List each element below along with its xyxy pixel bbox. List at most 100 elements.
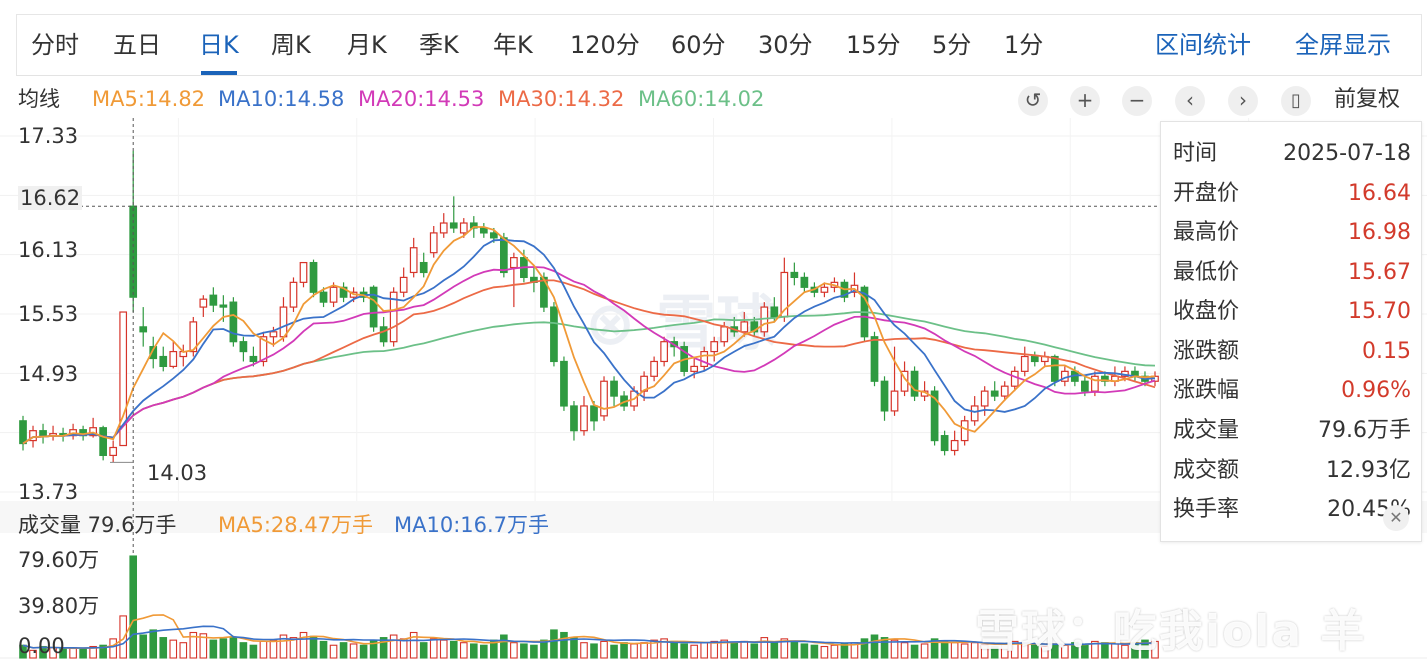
volume-bar (249, 644, 258, 659)
volume-bar (570, 637, 578, 659)
volume-bar (940, 640, 949, 659)
fullscreen-button[interactable]: 全屏显示 (1295, 31, 1391, 59)
tab-five-day[interactable]: 五日 (113, 31, 161, 59)
tab-5min[interactable]: 5分 (932, 31, 972, 59)
volume-bar (1030, 644, 1039, 659)
volume-bar (329, 644, 338, 659)
candle-body (139, 326, 148, 333)
volume-bar (760, 637, 769, 659)
zoom-out-icon[interactable]: − (1122, 86, 1152, 116)
info-row: 最高价 16.98 (1173, 220, 1411, 245)
price-tick: 15.53 (18, 302, 79, 326)
scroll-right-icon[interactable]: › (1228, 86, 1258, 116)
price-tick: 14.93 (18, 362, 79, 386)
info-row: 成交额 12.93亿 (1173, 458, 1411, 483)
volume-bar (620, 642, 628, 659)
candle-body (309, 261, 318, 293)
candle-body (990, 390, 999, 397)
volume-bar (480, 644, 488, 659)
candle-body (19, 420, 27, 445)
candle-body (960, 420, 969, 442)
candle-body (329, 286, 338, 303)
candle-body (159, 355, 168, 368)
range-stats-button[interactable]: 区间统计 (1155, 31, 1251, 59)
volume-bar (600, 640, 608, 659)
volume-bar (189, 631, 198, 659)
candle-body (459, 222, 468, 234)
candle-body (319, 291, 328, 303)
volume-ma10: MA10:16.7万手 (394, 513, 550, 537)
tab-daily-k[interactable]: 日K (199, 15, 239, 75)
candle-body (409, 247, 418, 274)
ma60-value: MA60:14.02 (638, 87, 765, 111)
tab-quarterly-k[interactable]: 季K (419, 31, 459, 59)
candle-body (219, 304, 228, 308)
volume-bar (89, 645, 97, 659)
tab-1min[interactable]: 1分 (1004, 31, 1044, 59)
candle-body (720, 326, 729, 343)
scroll-left-icon[interactable]: ‹ (1175, 86, 1205, 116)
volume-bar (860, 638, 869, 659)
ma10-line (22, 238, 1156, 445)
volume-bar (890, 639, 899, 659)
ma20-value: MA20:14.53 (358, 87, 485, 111)
candle-body (610, 380, 618, 397)
candle-type-icon[interactable]: ▯ (1281, 86, 1311, 116)
adjust-type-button[interactable]: 前复权 (1334, 87, 1401, 112)
volume-bar (1141, 639, 1149, 659)
volume-bar (439, 639, 448, 659)
volume-bar (650, 639, 658, 659)
volume-bar (960, 643, 969, 659)
tab-15min[interactable]: 15分 (846, 31, 901, 59)
volume-bar (670, 640, 678, 659)
volume-bar (299, 631, 308, 659)
volume-bar (880, 637, 889, 659)
volume-bar (209, 639, 218, 659)
tab-yearly-k[interactable]: 年K (493, 31, 533, 59)
tab-weekly-k[interactable]: 周K (271, 31, 311, 59)
volume-bar (530, 644, 538, 659)
info-row: 涨跌幅 0.96% (1173, 378, 1411, 403)
user-watermark: 雪球：吃我iola 羊 (975, 606, 1367, 657)
tab-monthly-k[interactable]: 月K (347, 31, 387, 59)
tab-120min[interactable]: 120分 (570, 31, 640, 59)
price-tick: 16.13 (18, 238, 79, 262)
candle-body (439, 222, 448, 234)
volume-bar (740, 640, 749, 659)
volume-bar (359, 644, 368, 659)
volume-bar (319, 640, 328, 659)
close-icon[interactable]: ✕ (1383, 505, 1409, 531)
undo-icon[interactable]: ↺ (1018, 86, 1048, 116)
candle-body (229, 301, 238, 343)
candle-body (540, 276, 548, 308)
candle-body (1020, 355, 1029, 372)
info-row: 时间 2025-07-18 (1173, 141, 1411, 166)
candle-body (710, 341, 719, 353)
volume-bar (349, 643, 358, 659)
candle-body (910, 370, 919, 397)
volume-bar (920, 643, 929, 659)
tab-30min[interactable]: 30分 (758, 31, 813, 59)
candle-body (600, 380, 608, 417)
candle-body (800, 276, 809, 288)
volume-bar (870, 634, 879, 659)
candle-body (870, 336, 879, 382)
vol-ma5-line (22, 614, 1156, 650)
ma-title: 均线 (18, 87, 60, 111)
candle-body (29, 430, 37, 442)
candle-body (590, 405, 598, 422)
tab-intraday[interactable]: 分时 (31, 31, 79, 59)
volume-bar (79, 648, 87, 659)
volume-bar (119, 615, 127, 659)
volume-bar (399, 638, 408, 659)
candle-body (169, 350, 178, 368)
volume-bar (169, 639, 178, 659)
volume-bar (109, 638, 117, 659)
candle-body (339, 286, 348, 298)
zoom-in-icon[interactable]: + (1070, 86, 1100, 116)
volume-bar (770, 642, 779, 659)
tab-60min[interactable]: 60分 (671, 31, 726, 59)
volume-bar (1091, 640, 1099, 659)
volume-bar (129, 555, 138, 659)
volume-bar (680, 643, 688, 659)
